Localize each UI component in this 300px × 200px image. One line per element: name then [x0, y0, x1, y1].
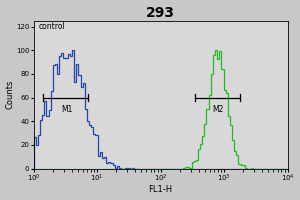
Text: M1: M1 — [61, 105, 72, 114]
X-axis label: FL1-H: FL1-H — [148, 185, 172, 194]
Y-axis label: Counts: Counts — [6, 80, 15, 109]
Text: M2: M2 — [212, 105, 224, 114]
Text: control: control — [39, 22, 65, 31]
Title: 293: 293 — [146, 6, 175, 20]
